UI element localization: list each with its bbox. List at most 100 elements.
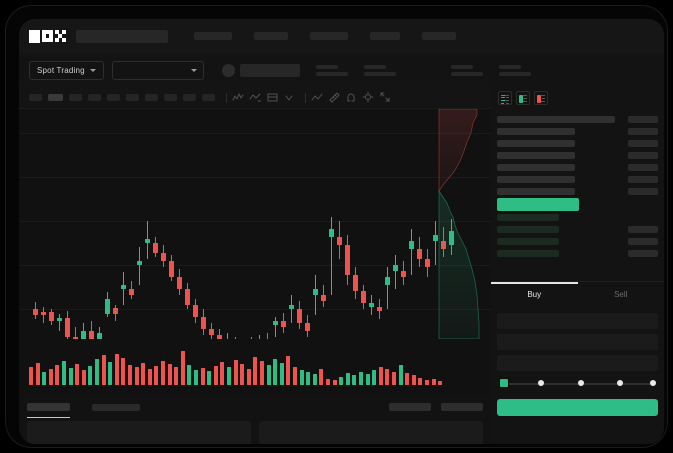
magnet-icon[interactable] <box>345 91 358 104</box>
volume-bar <box>35 363 40 385</box>
slider-stop-25[interactable] <box>538 380 545 386</box>
nav-item-5[interactable] <box>422 32 456 40</box>
amount-field[interactable] <box>497 334 658 350</box>
volume-bar <box>418 378 423 385</box>
timeframe-button-1[interactable] <box>29 94 42 101</box>
orderbook-bid-row[interactable] <box>497 247 658 259</box>
ticker-stat-4 <box>498 64 531 76</box>
volume-bar <box>48 369 53 385</box>
timeframe-button-2[interactable] <box>48 94 63 101</box>
ticker-stat-1 <box>315 64 348 76</box>
market-mode-selector[interactable]: Spot Trading <box>29 60 104 80</box>
submit-buy-button[interactable] <box>497 399 658 416</box>
nav-item-3[interactable] <box>310 32 348 40</box>
volume-bar <box>141 363 146 385</box>
bottom-control-2[interactable] <box>441 403 483 411</box>
volume-bar <box>233 360 238 385</box>
total-field[interactable] <box>497 355 658 371</box>
timeframe-button-7[interactable] <box>145 94 158 101</box>
slider-handle[interactable] <box>499 378 509 388</box>
order-panel: Buy Sell <box>491 87 664 444</box>
volume-bar <box>359 372 363 385</box>
compare-icon[interactable] <box>249 91 262 104</box>
volume-bar <box>260 361 264 385</box>
ask-amount <box>628 187 658 195</box>
orderbook-ask-row[interactable] <box>497 185 658 197</box>
volume-bar <box>286 356 291 385</box>
timeframe-button-8[interactable] <box>164 94 177 101</box>
volume-bar <box>161 361 165 385</box>
volume-bar <box>378 367 383 385</box>
orderbook-mode-both-icon[interactable] <box>498 91 512 105</box>
amount-percent-slider[interactable] <box>499 377 656 391</box>
pair-selector[interactable] <box>111 60 204 80</box>
volume-bar <box>253 357 258 385</box>
orderbook-ask-row[interactable] <box>497 125 658 137</box>
ticker-stat-2 <box>363 64 396 76</box>
settings-gear-icon[interactable] <box>362 91 375 104</box>
tab-sell[interactable]: Sell <box>614 290 628 299</box>
chevron-down-icon <box>89 68 96 72</box>
ask-price <box>497 187 575 195</box>
tab-open-orders[interactable] <box>27 403 70 418</box>
bottom-control-1[interactable] <box>389 403 431 411</box>
gridline <box>19 265 491 266</box>
orderbook-ask-row[interactable] <box>497 173 658 185</box>
orderbook-ask-row[interactable] <box>497 149 658 161</box>
volume-bar <box>220 362 225 385</box>
orderbook-ask-row[interactable] <box>497 137 658 149</box>
volume-bar <box>279 363 284 385</box>
price-chart[interactable] <box>19 109 491 339</box>
ticker-stat-1-label <box>315 64 338 69</box>
ticker-stat-3-value <box>450 71 483 76</box>
orderbook-rows[interactable] <box>491 109 664 281</box>
tab-order-history[interactable] <box>92 403 140 411</box>
timeframe-button-6[interactable] <box>126 94 139 101</box>
volume-bar <box>55 365 60 385</box>
ticker-stat-2-label <box>363 64 386 69</box>
orderbook-bid-row[interactable] <box>497 235 658 247</box>
okx-logo[interactable] <box>29 29 66 43</box>
volume-bar <box>75 364 80 385</box>
orderbook-ask-row[interactable] <box>497 161 658 173</box>
nav-item-4[interactable] <box>370 32 400 40</box>
orderbook-mode-asks-icon[interactable] <box>534 91 548 105</box>
volume-bar <box>326 379 330 385</box>
timeframe-button-4[interactable] <box>88 94 101 101</box>
volume-bar <box>95 359 99 385</box>
indicator-icon[interactable] <box>232 91 245 104</box>
ask-price <box>497 139 575 147</box>
chart-bottom-tabs <box>19 395 491 419</box>
volume-bar <box>121 358 126 385</box>
timeframe-button-10[interactable] <box>202 94 215 101</box>
volume-bar <box>114 354 119 385</box>
slider-stop-50[interactable] <box>577 380 584 386</box>
dropdown-icon[interactable] <box>283 91 296 104</box>
trendline-icon[interactable] <box>311 91 324 104</box>
global-search-input[interactable] <box>76 29 168 43</box>
orderbook-mode-bids-icon[interactable] <box>516 91 530 105</box>
tab-buy[interactable]: Buy <box>491 282 578 307</box>
positions-panel[interactable] <box>259 421 483 444</box>
orderbook-bid-row[interactable] <box>497 211 658 223</box>
volume-bar <box>365 374 370 385</box>
nav-item-1[interactable] <box>194 32 232 40</box>
volume-bar <box>134 367 139 385</box>
gridline <box>19 309 491 310</box>
price-field[interactable] <box>497 313 658 329</box>
template-icon[interactable] <box>266 91 279 104</box>
nav-item-2[interactable] <box>254 32 288 40</box>
ruler-icon[interactable] <box>328 91 341 104</box>
ticker-stat-1-value <box>315 71 348 76</box>
timeframe-button-9[interactable] <box>183 94 196 101</box>
orderbook-ask-row[interactable] <box>497 113 658 125</box>
volume-bar <box>246 369 251 385</box>
slider-stop-75[interactable] <box>616 380 623 386</box>
fullscreen-icon[interactable] <box>379 91 392 104</box>
orderbook-bid-row[interactable] <box>497 223 658 235</box>
slider-stop-100[interactable] <box>650 380 656 386</box>
timeframe-button-5[interactable] <box>107 94 120 101</box>
timeframe-button-3[interactable] <box>69 94 82 101</box>
open-orders-panel[interactable] <box>27 421 251 444</box>
ask-amount <box>628 139 658 147</box>
